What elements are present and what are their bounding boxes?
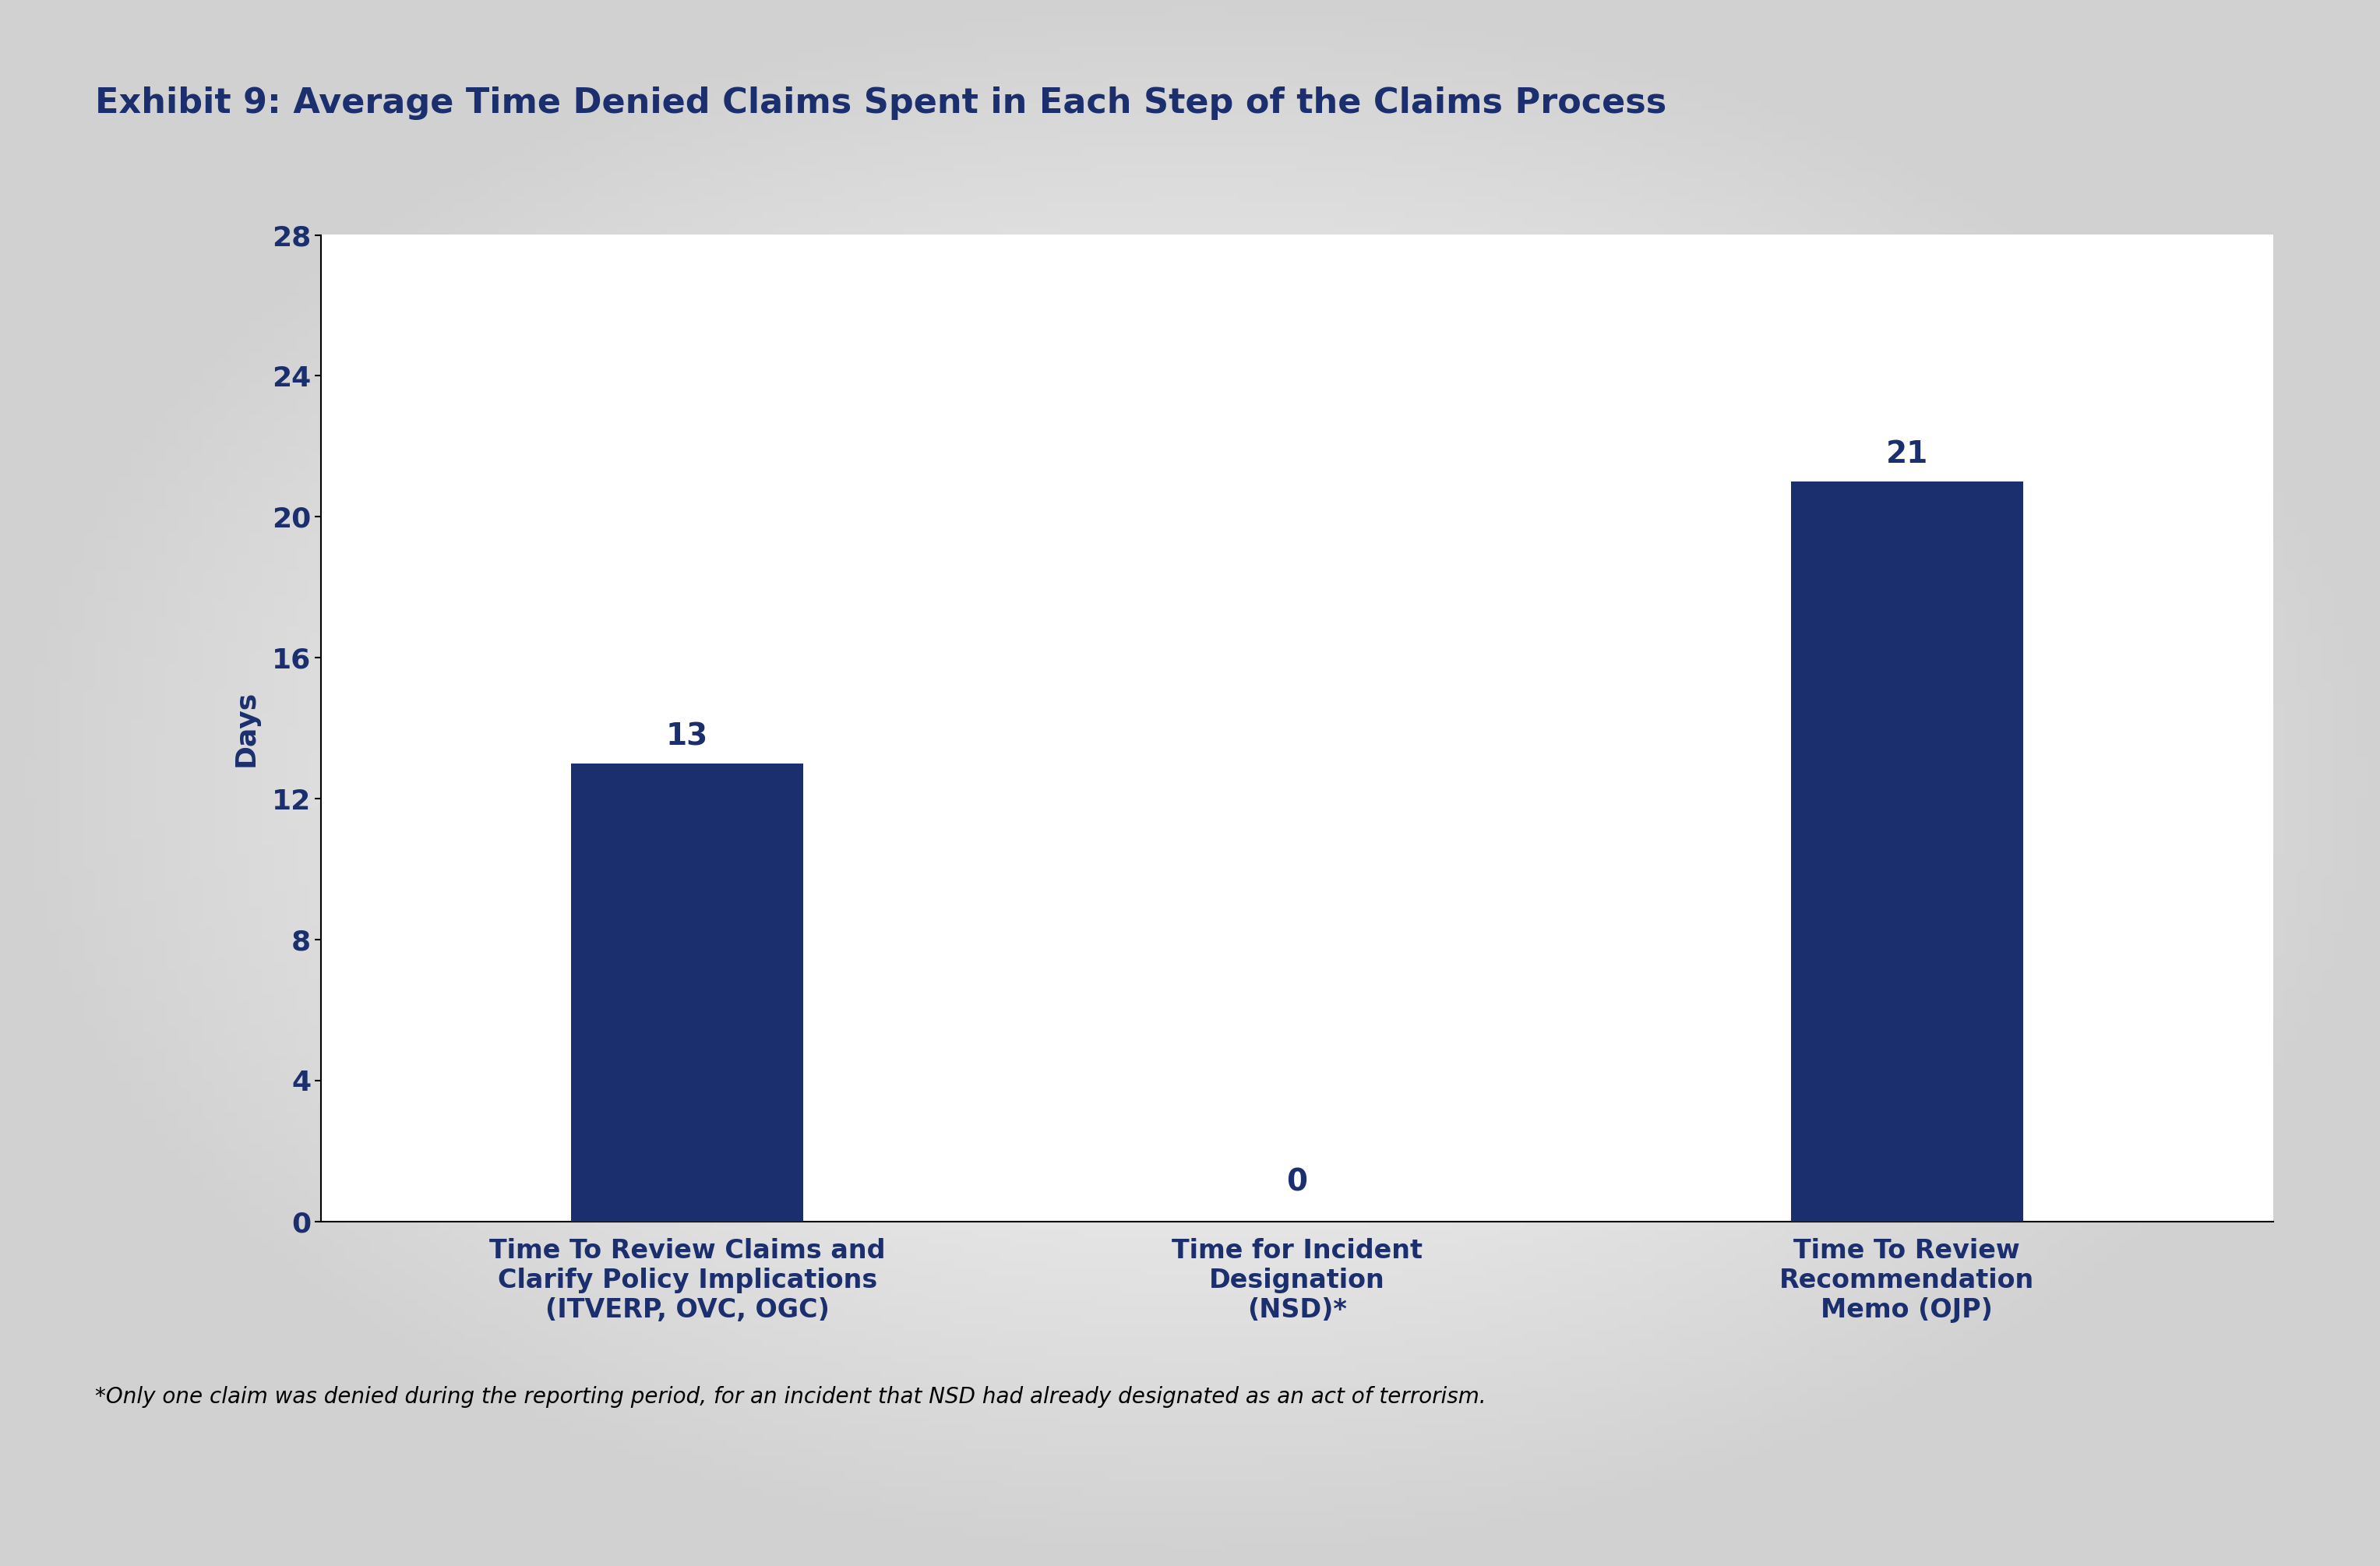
Bar — [1792, 482, 2023, 1221]
Text: 21: 21 — [1885, 440, 1928, 470]
Text: Exhibit 9: Average Time Denied Claims Spent in Each Step of the Claims Process: Exhibit 9: Average Time Denied Claims Sp… — [95, 86, 1666, 119]
Text: *Only one claim was denied during the reporting period, for an incident that NSD: *Only one claim was denied during the re… — [95, 1386, 1485, 1408]
Bar — [571, 764, 802, 1221]
Y-axis label: Days: Days — [233, 691, 259, 766]
Text: 0: 0 — [1288, 1167, 1307, 1196]
Text: 13: 13 — [666, 722, 709, 752]
